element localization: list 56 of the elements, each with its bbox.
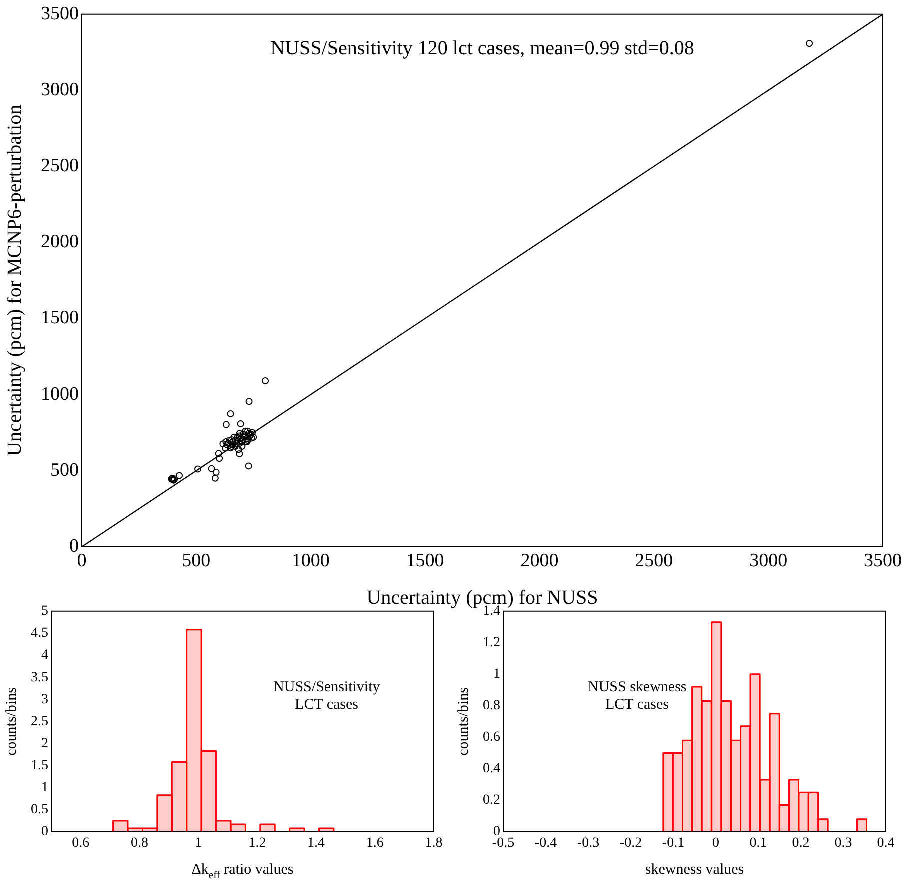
x-tick-label: -0.1 (662, 836, 685, 852)
y-tick-label: 0 (42, 824, 48, 840)
annotation: NUSS skewness LCT cases (588, 680, 687, 714)
y-tick-label: 3000 (41, 79, 79, 100)
x-tick-label: 0.8 (131, 836, 149, 852)
x-tick-label: 500 (182, 550, 211, 572)
y-tick-label: 2 (42, 736, 48, 752)
y-axis-title: Uncertainty (pcm) for MCNP6-perturbation (4, 104, 26, 456)
x-tick-label: 3000 (750, 550, 788, 572)
y-tick-label: 2500 (41, 156, 79, 177)
y-tick-label: 4 (42, 648, 48, 664)
y-tick-label: 500 (50, 460, 79, 481)
y-tick-label: 4.5 (31, 626, 48, 642)
x-tick-label: 0.6 (72, 836, 90, 852)
y-axis-title: counts/bins (456, 687, 472, 756)
y-tick-label: 0 (70, 536, 79, 557)
x-tick-label: 1.6 (366, 836, 384, 852)
y-tick-label: 1000 (41, 384, 79, 405)
y-tick-label: 2.5 (31, 714, 48, 730)
annotation: NUSS/Sensitivity 120 lct cases, mean=0.99 std=0.08 (270, 38, 694, 60)
x-tick-label: 0.1 (750, 836, 768, 852)
y-tick-label: 3 (42, 692, 48, 708)
y-tick-label: 0.8 (483, 698, 500, 714)
y-tick-label: 0.2 (483, 793, 500, 808)
y-tick-label: 3500 (41, 3, 79, 24)
x-tick-label: 1 (195, 836, 202, 852)
y-tick-label: 3.5 (31, 670, 48, 686)
x-tick-label: 2000 (520, 550, 559, 572)
x-tick-label: -0.4 (534, 836, 558, 852)
x-tick-label: 0 (712, 836, 720, 852)
y-tick-label: 0.6 (483, 730, 500, 746)
y-tick-label: 1 (42, 780, 48, 796)
y-tick-label: 0.5 (31, 802, 48, 818)
annotation: NUSS/Sensitivity LCT cases (274, 680, 381, 714)
y-tick-label: 1.2 (483, 636, 500, 651)
y-tick-label: 5 (42, 604, 48, 620)
y-tick-label: 2000 (41, 232, 79, 253)
x-tick-label: 1500 (406, 550, 444, 572)
y-tick-label: 1.5 (31, 758, 48, 774)
x-tick-label: -0.2 (620, 836, 642, 852)
x-tick-label: 2500 (635, 550, 674, 572)
x-tick-label: -0.5 (492, 836, 515, 852)
x-tick-label: -0.3 (577, 836, 600, 852)
y-tick-label: 1 (494, 667, 500, 682)
x-tick-label: 1.8 (425, 836, 443, 852)
x-tick-label: 1000 (292, 550, 330, 572)
x-tick-label: 1.2 (248, 836, 266, 852)
x-tick-label: 0.3 (834, 836, 852, 852)
x-tick-label: 1.4 (308, 836, 326, 852)
x-axis-title: skewness values (645, 862, 744, 878)
x-tick-label: 0.4 (877, 836, 895, 852)
x-tick-label: 3500 (864, 550, 902, 572)
x-tick-label: 0.2 (792, 836, 810, 852)
y-axis-title: counts/bins (4, 687, 20, 756)
y-tick-label: 0.4 (483, 762, 500, 777)
y-tick-label: 1500 (41, 308, 79, 329)
